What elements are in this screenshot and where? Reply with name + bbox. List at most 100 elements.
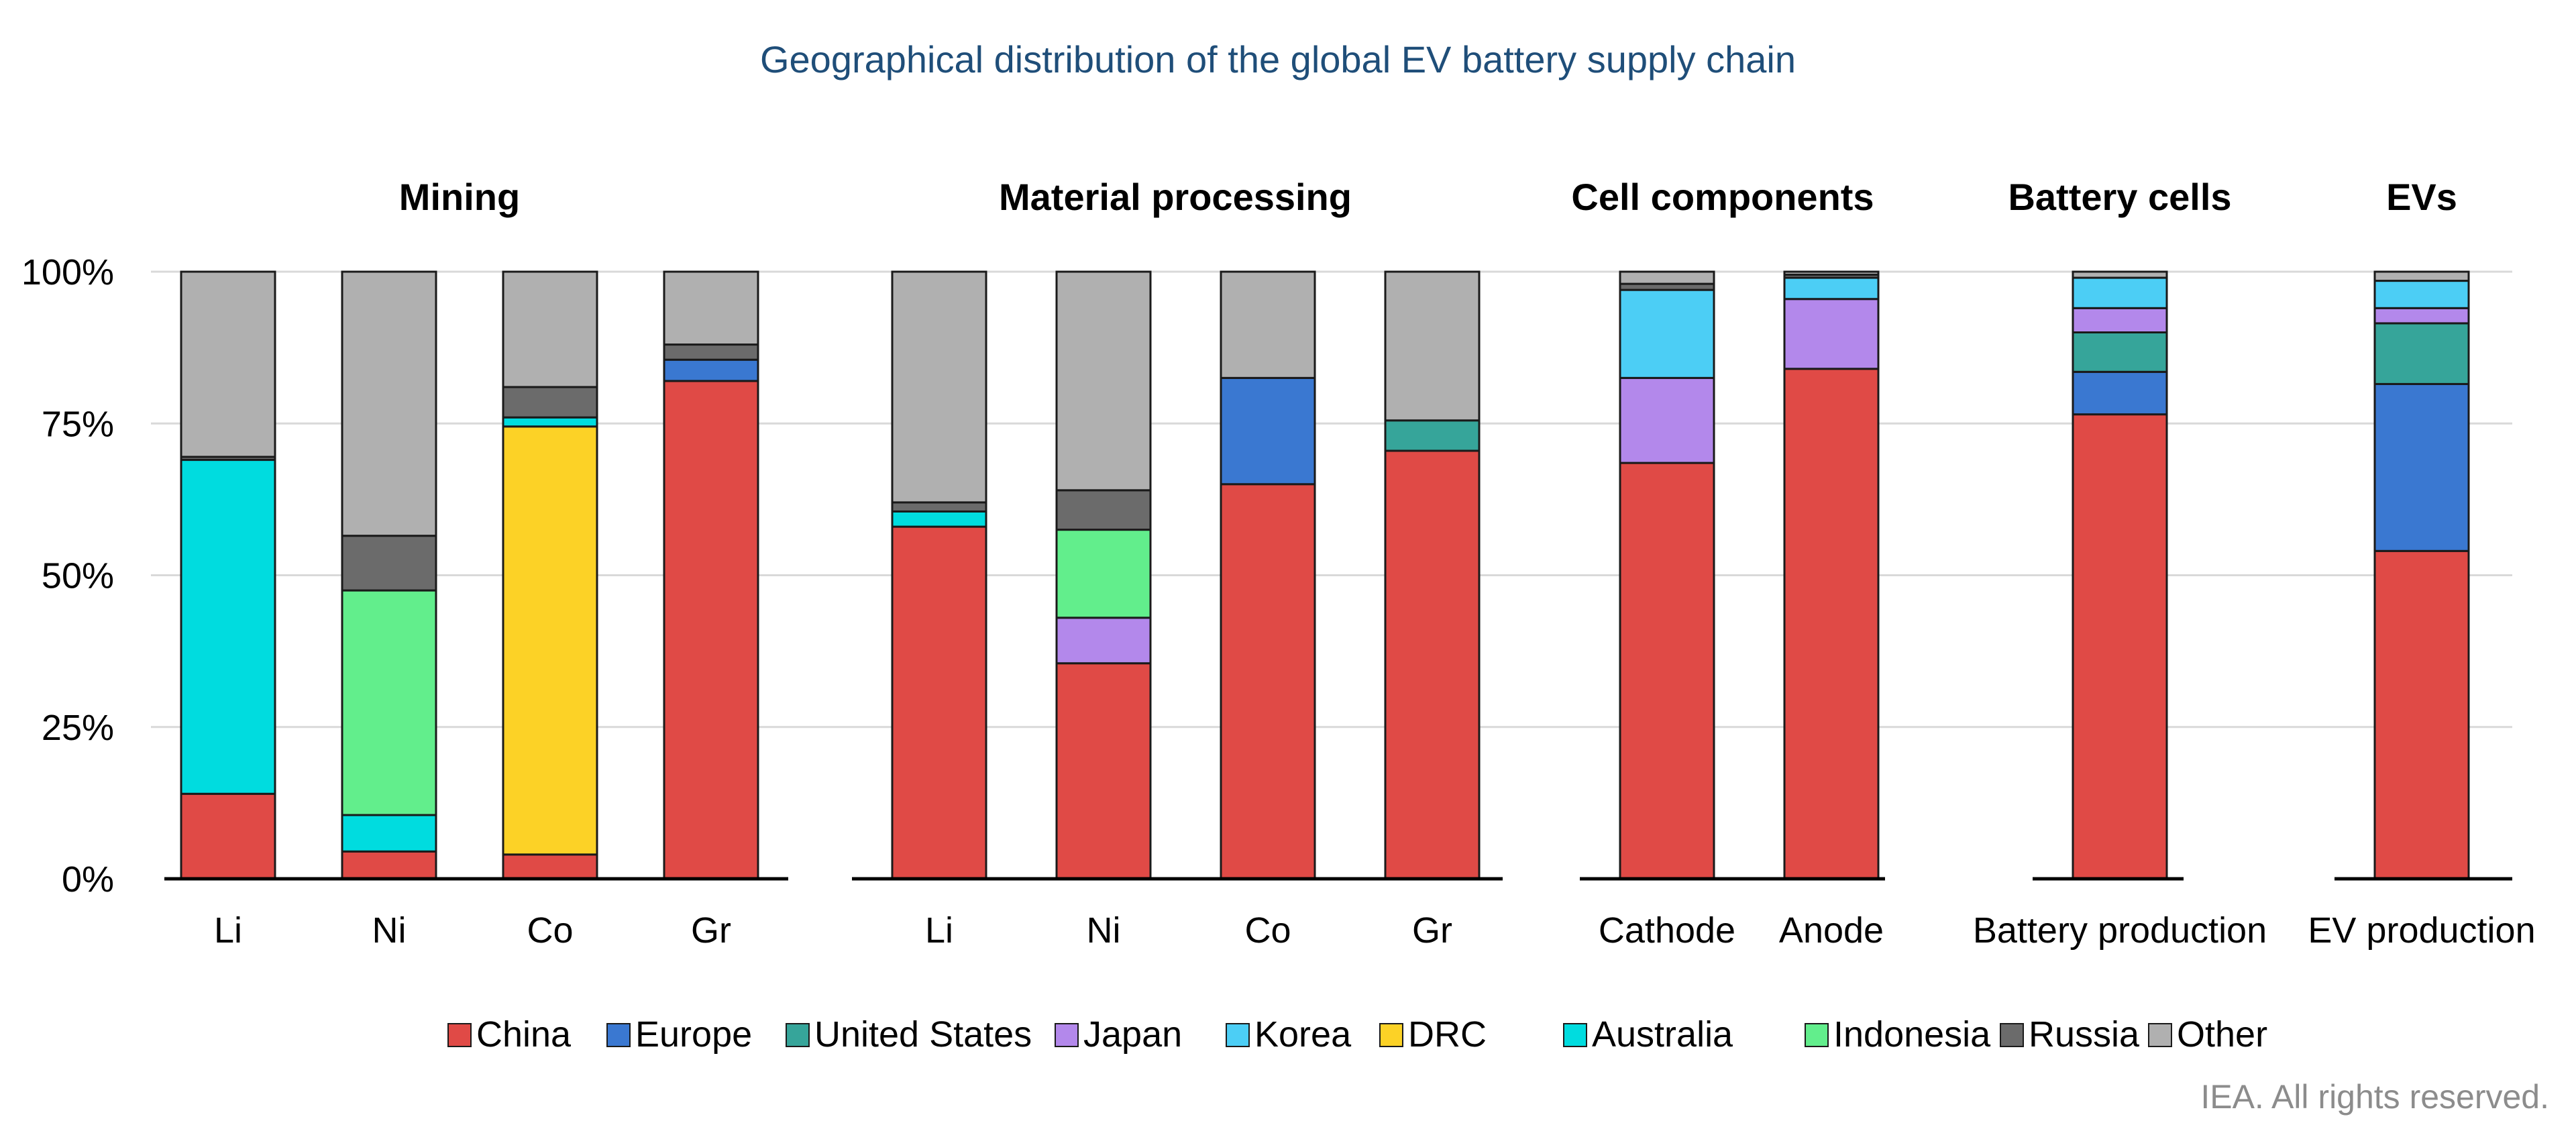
legend-swatch <box>447 1023 472 1047</box>
legend-swatch <box>606 1023 631 1047</box>
bar-segment-ni-russia <box>1055 489 1152 531</box>
bar-segment-cathode-china <box>1619 462 1715 880</box>
panel-title: Cell components <box>1571 176 1874 218</box>
bar-segment-ni-australia <box>341 814 437 853</box>
legend-label: Japan <box>1083 1014 1182 1055</box>
x-tick-label: Co <box>1244 910 1291 951</box>
x-tick-label: Ni <box>1087 910 1121 951</box>
bar-segment-gr-china <box>663 380 759 880</box>
bar-segment-cathode-other <box>1619 270 1715 285</box>
bar-segment-co-drc <box>502 425 598 856</box>
panel-material-processing: Material processing Li Ni Co Gr <box>852 176 1503 951</box>
y-tick-label: 25% <box>42 708 114 748</box>
bar-segment-ev-production-united-states <box>2373 322 2470 385</box>
legend-swatch <box>1379 1023 1403 1047</box>
legend-label: China <box>476 1014 572 1055</box>
panel-title: Battery cells <box>2008 176 2231 218</box>
legend-label: Russia <box>2029 1014 2140 1055</box>
bar-segment-co-europe <box>1220 376 1316 486</box>
panel-title: Mining <box>399 176 520 218</box>
bar-segment-co-australia <box>502 416 598 428</box>
legend-label: Other <box>2177 1014 2267 1055</box>
legend-swatch <box>1563 1023 1587 1047</box>
x-tick-label: Gr <box>1412 910 1452 951</box>
legend-swatch <box>1805 1023 1829 1047</box>
bar-segment-ev-production-korea <box>2373 280 2470 309</box>
bar-segment-cathode-japan <box>1619 376 1715 464</box>
bar-segment-co-other <box>1220 270 1316 379</box>
panel-mining: Mining Li Ni Co Gr <box>164 176 788 951</box>
legend-swatch <box>1055 1023 1079 1047</box>
bar-segment-gr-other <box>663 270 759 346</box>
bar-segment-li-china <box>891 525 987 880</box>
bar-segment-ev-production-other <box>2373 270 2470 282</box>
chart-title: Geographical distribution of the global … <box>760 38 1796 80</box>
legend-swatch <box>2000 1023 2024 1047</box>
bar-segment-gr-other <box>1384 270 1481 422</box>
legend-item-korea: Korea <box>1226 1014 1352 1055</box>
legend-item-japan: Japan <box>1055 1014 1182 1055</box>
y-tick-label: 75% <box>42 404 114 444</box>
legend-swatch <box>786 1023 810 1047</box>
bar-segment-co-other <box>502 270 598 388</box>
legend-label: Australia <box>1592 1014 1733 1055</box>
bar-segment-cathode-korea <box>1619 288 1715 379</box>
legend: China Europe United States Japan Korea DRC Aus… <box>447 1014 2267 1055</box>
bar-segment-ni-other <box>1055 270 1152 492</box>
bar-segment-battery-production-korea <box>2072 276 2168 309</box>
legend-item-indonesia: Indonesia <box>1805 1014 1991 1055</box>
x-tick-label: Li <box>925 910 953 951</box>
x-tick-label: Anode <box>1779 910 1884 951</box>
bar-segment-li-russia <box>891 501 987 513</box>
bar-segment-ev-production-china <box>2373 549 2470 880</box>
y-tick-label: 0% <box>62 859 114 900</box>
bar-segment-co-russia <box>502 386 598 419</box>
bar-segment-co-china <box>502 853 598 880</box>
bar-segment-gr-russia <box>663 343 759 361</box>
x-tick-label: EV production <box>2308 910 2535 951</box>
panels: Mining Li Ni Co Gr Material processing Li Ni Co G… <box>164 176 2536 951</box>
bar-segment-anode-china <box>1783 368 1880 880</box>
legend-item-australia: Australia <box>1563 1014 1733 1055</box>
bar-segment-gr-united-states <box>1384 419 1481 452</box>
y-tick-label: 50% <box>42 556 114 596</box>
bar-segment-li-other <box>891 270 987 504</box>
bar-segment-ev-production-japan <box>2373 307 2470 325</box>
bar-segment-ni-indonesia <box>341 589 437 816</box>
bar-segment-li-australia <box>180 459 276 795</box>
bar-segment-ni-china <box>1055 662 1152 880</box>
bar-segment-battery-production-europe <box>2072 370 2168 416</box>
bar-segment-ni-japan <box>1055 616 1152 665</box>
bar-segment-ni-russia <box>341 535 437 592</box>
legend-item-europe: Europe <box>606 1014 752 1055</box>
panel-battery-cells: Battery cells Battery production <box>1973 176 2267 951</box>
bar-segment-ev-production-europe <box>2373 382 2470 552</box>
x-tick-label: Li <box>214 910 242 951</box>
x-tick-label: Ni <box>372 910 407 951</box>
panel-cell-components: Cell components Cathode Anode <box>1571 176 1885 951</box>
legend-item-united-states: United States <box>786 1014 1032 1055</box>
x-tick-label: Gr <box>691 910 731 951</box>
legend-label: DRC <box>1408 1014 1487 1055</box>
credit-text: IEA. All rights reserved. <box>2200 1078 2549 1116</box>
legend-item-china: China <box>447 1014 572 1055</box>
legend-swatch <box>2148 1023 2172 1047</box>
legend-label: United States <box>814 1014 1032 1055</box>
bar-segment-battery-production-china <box>2072 413 2168 880</box>
y-tick-label: 100% <box>21 252 114 292</box>
x-tick-label: Cathode <box>1599 910 1735 951</box>
bar-segment-anode-korea <box>1783 276 1880 301</box>
bar-segment-battery-production-united-states <box>2072 331 2168 373</box>
legend-label: Indonesia <box>1833 1014 1991 1055</box>
y-axis: 0% 25% 50% 75% 100% <box>21 252 114 900</box>
panel-title: Material processing <box>999 176 1352 218</box>
bar-segment-gr-china <box>1384 449 1481 880</box>
bar-segment-anode-japan <box>1783 298 1880 370</box>
x-tick-label: Battery production <box>1973 910 2267 951</box>
bar-segment-gr-europe <box>663 358 759 382</box>
bar-segment-co-china <box>1220 483 1316 880</box>
legend-label: Korea <box>1254 1014 1352 1055</box>
bar-segment-battery-production-other <box>2072 270 2168 279</box>
legend-item-other: Other <box>2148 1014 2267 1055</box>
